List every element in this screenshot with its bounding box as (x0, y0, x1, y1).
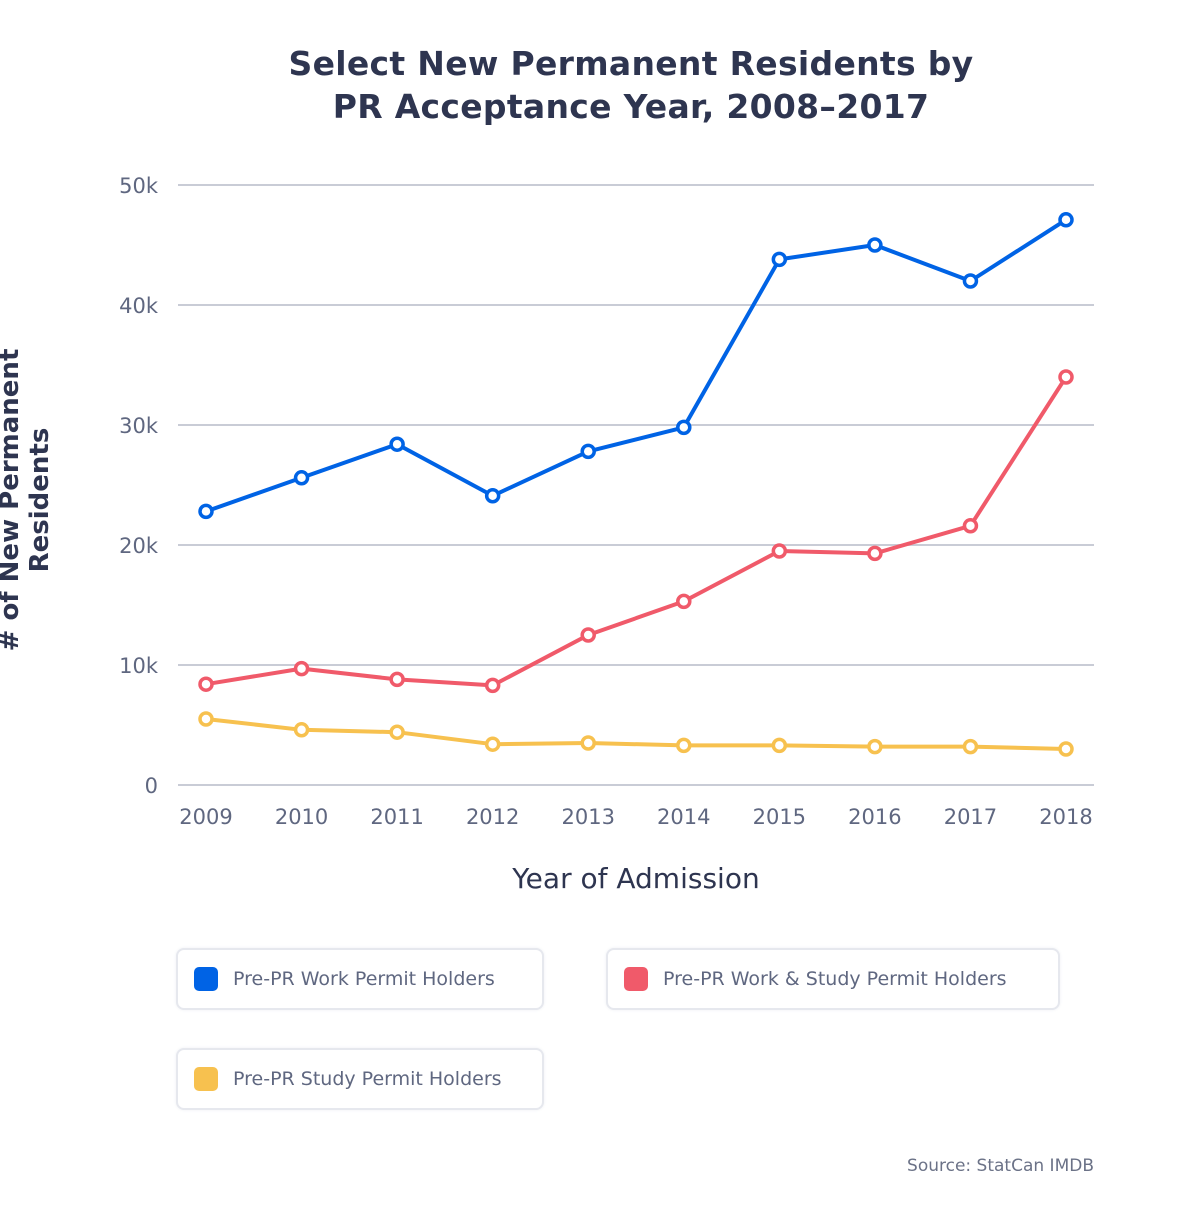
data-point (867, 237, 883, 253)
data-point (771, 543, 788, 559)
data-point (293, 660, 310, 677)
x-tick-label: 2014 (657, 805, 710, 829)
data-point (771, 737, 788, 754)
legend-swatch-blue (194, 967, 218, 991)
data-point (484, 488, 501, 504)
x-tick-label: 2009 (179, 805, 232, 829)
y-tick-label: 0 (145, 774, 158, 798)
data-point (867, 738, 883, 755)
chart-title-line-1: Select New Permanent Residents by (288, 44, 974, 83)
data-point (1058, 369, 1074, 385)
legend-swatch-red (624, 967, 648, 991)
chart-title: Select New Permanent Residents by PR Acc… (0, 42, 1200, 128)
data-point (198, 711, 214, 727)
data-point (1058, 212, 1074, 228)
data-point (389, 436, 405, 452)
legend-label: Pre-PR Work & Study Permit Holders (663, 968, 1007, 990)
legend-label: Pre-PR Work Permit Holders (233, 968, 495, 990)
data-point (676, 737, 692, 754)
y-tick-label: 50k (119, 174, 159, 198)
x-tick-label: 2011 (370, 805, 423, 829)
data-point (580, 443, 596, 460)
data-point (293, 470, 310, 486)
data-point (1058, 741, 1074, 757)
data-point (962, 273, 979, 289)
x-tick-label: 2018 (1039, 805, 1092, 829)
series-line (205, 375, 1068, 688)
data-point (484, 677, 501, 694)
data-point (962, 738, 979, 755)
x-axis-label: Year of Admission (512, 862, 760, 895)
data-point (293, 722, 310, 738)
x-tick-label: 2013 (561, 805, 614, 829)
legend-item-work-study: Pre-PR Work & Study Permit Holders (606, 948, 1060, 1010)
x-tick-label: 2015 (753, 805, 806, 829)
x-tick-label: 2017 (944, 805, 997, 829)
data-point (389, 724, 405, 740)
x-tick-label: 2010 (275, 805, 328, 829)
series-line (205, 717, 1067, 751)
data-point (771, 251, 788, 268)
data-point (676, 593, 692, 610)
data-point (484, 736, 501, 752)
y-tick-label: 30k (119, 414, 159, 438)
data-point (389, 671, 405, 688)
y-tick-label: 40k (119, 294, 159, 318)
legend-label: Pre-PR Study Permit Holders (233, 1068, 502, 1090)
line-chart: 0 10k 20k 30k 40k 50k 2009 2010 2011 2012 2013 2014… (119, 174, 1094, 829)
data-point (676, 419, 692, 436)
x-tick-label: 2012 (466, 805, 519, 829)
x-tick-label: 2016 (848, 805, 901, 829)
legend-swatch-yellow (194, 1067, 218, 1091)
data-point (867, 545, 883, 562)
data-point (580, 627, 596, 643)
series-line (205, 218, 1068, 514)
data-point (198, 503, 214, 520)
data-point (962, 518, 979, 534)
y-tick-label: 20k (119, 534, 159, 558)
chart-title-line-2: PR Acceptance Year, 2008–2017 (332, 87, 930, 126)
source-note: Source: StatCan IMDB (907, 1156, 1094, 1176)
legend-item-work: Pre-PR Work Permit Holders (176, 948, 544, 1010)
data-point (198, 676, 214, 692)
legend-item-study: Pre-PR Study Permit Holders (176, 1048, 544, 1110)
data-point (580, 735, 596, 751)
y-tick-label: 10k (119, 654, 159, 678)
